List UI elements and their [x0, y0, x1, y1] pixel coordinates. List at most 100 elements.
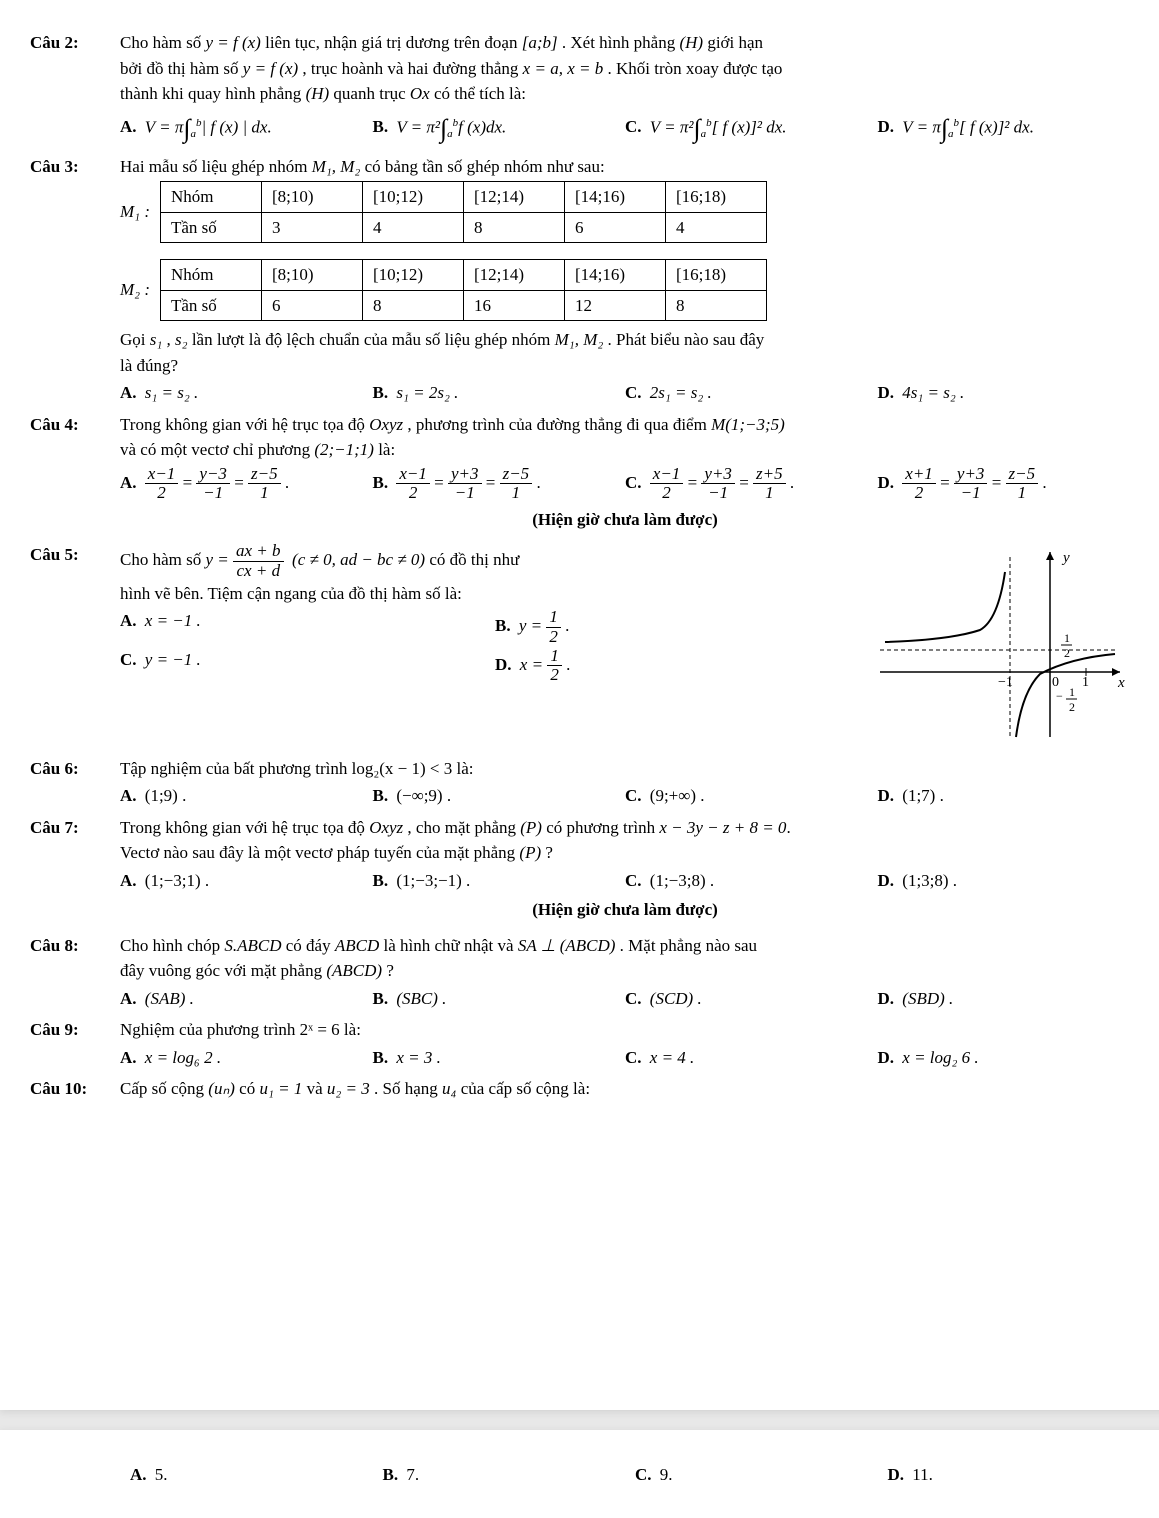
q8-t6: ? — [386, 961, 394, 980]
neg-half-n: 1 — [1069, 685, 1075, 699]
neg-half-d: 2 — [1069, 700, 1075, 714]
question-2: Câu 2: Cho hàm số y = f (x) liên tục, nh… — [30, 30, 1130, 148]
q4-t3: và có một vectơ chỉ phương — [120, 440, 314, 459]
q10-optC: C. 9. — [635, 1462, 888, 1488]
f-n: x+1 — [902, 465, 936, 485]
q6-label: Câu 6: — [30, 756, 120, 809]
q3-t1: Hai mẫu số liệu ghép nhóm — [120, 157, 312, 176]
q6-text: Tập nghiệm của bất phương trình log₂(x −… — [120, 759, 473, 778]
q3-m12: M₁, M₂ — [312, 157, 361, 176]
q2-t1: Cho hàm số — [120, 33, 205, 52]
q7-options: A. (1;−3;1) . B. (1;−3;−1) . C. (1;−3;8)… — [120, 868, 1130, 894]
q6-optC-text: (9;+∞) . — [650, 786, 705, 805]
cell: 4 — [666, 212, 767, 243]
q8-abcd: ABCD — [335, 936, 379, 955]
hdr-cell: [14;16) — [565, 260, 666, 291]
q2-optC: C. V = π²∫ab[ f (x)]² dx. — [625, 109, 878, 148]
q3-options: A. s₁ = s₂ . B. s₁ = 2s₂ . C. 2s₁ = s₂ .… — [120, 380, 1130, 406]
q8-body: Cho hình chóp S.ABCD có đáy ABCD là hình… — [120, 933, 1130, 1012]
q4-t4: là: — [378, 440, 395, 459]
q2-xaxb: x = a, x = b — [523, 59, 604, 78]
q7-label: Câu 7: — [30, 815, 120, 927]
q5-optD: D. x = 12 . — [495, 647, 870, 685]
q2-H1: (H) — [679, 33, 703, 52]
q4-optD: D. x+12 = y+3−1 = z−51 . — [878, 465, 1131, 503]
q3-t3c: . Phát biểu nào sau đây — [608, 330, 765, 349]
q4-optC: C. x−12 = y+3−1 = z+51 . — [625, 465, 878, 503]
f-n: y−3 — [196, 465, 230, 485]
x-axis-label: x — [1117, 675, 1125, 691]
q7-optA-text: (1;−3;1) . — [145, 871, 209, 890]
q10-un: (uₙ) — [208, 1079, 235, 1098]
q7-optC: C. (1;−3;8) . — [625, 868, 878, 894]
q4-t2: , phương trình của đường thẳng đi qua đi… — [407, 415, 711, 434]
q5-t3: hình vẽ bên. Tiệm cận ngang của đồ thị h… — [120, 584, 462, 603]
cell: 6 — [565, 212, 666, 243]
q10-u2: u₂ = 3 — [327, 1079, 370, 1098]
hdr-cell: Nhóm — [161, 182, 262, 213]
q3-table-M1: Nhóm [8;10) [10;12) [12;14) [14;16) [16;… — [160, 181, 767, 243]
q4-optB: B. x−12 = y+3−1 = z−51 . — [373, 465, 626, 503]
q8-optD: D. (SBD) . — [878, 986, 1131, 1012]
hdr-cell: [12;14) — [464, 260, 565, 291]
question-5: Câu 5: Cho hàm số y = ax + bcx + d (c ≠ … — [30, 542, 1130, 750]
q8-t5: đây vuông góc với mặt phẳng — [120, 961, 326, 980]
q7-optA: A. (1;−3;1) . — [120, 868, 373, 894]
q2-t4: giới hạn — [707, 33, 763, 52]
q6-options: A. (1;9) . B. (−∞;9) . C. (9;+∞) . D. (1… — [120, 783, 1130, 809]
q10-optA-text: 5. — [155, 1465, 168, 1484]
q2-t5: bởi đồ thị hàm số — [120, 59, 243, 78]
q4-M: M(1;−3;5) — [711, 415, 785, 434]
q6-optB: B. (−∞;9) . — [373, 783, 626, 809]
q9-optD: D. x = log₂ 6 . — [878, 1045, 1131, 1071]
q8-optC-text: (SCD) . — [650, 989, 702, 1008]
f-d: 1 — [248, 484, 281, 503]
q8-optB: B. (SBC) . — [373, 986, 626, 1012]
q9-optA: A. x = log₆ 2 . — [120, 1045, 373, 1071]
row-label: Tần số — [161, 290, 262, 321]
q2-ab: [a;b] — [522, 33, 558, 52]
q10-optB-text: 7. — [406, 1465, 419, 1484]
cell: 8 — [464, 212, 565, 243]
f-d: 2 — [902, 484, 936, 503]
hdr-cell: [10;12) — [363, 182, 464, 213]
q8-label: Câu 8: — [30, 933, 120, 1012]
q8-optB-text: (SBC) . — [396, 989, 446, 1008]
f-d: 2 — [650, 484, 684, 503]
q10-t3: . Số hạng — [374, 1079, 442, 1098]
q10-optD-text: 11. — [912, 1465, 933, 1484]
q3-t3b: lần lượt là độ lệch chuẩn của mẫu số liệ… — [192, 330, 555, 349]
q3-table2-row: M₂ : Nhóm [8;10) [10;12) [12;14) [14;16)… — [120, 257, 1130, 323]
q3-optB-text: s₁ = 2s₂ . — [396, 383, 458, 402]
f-d: −1 — [701, 484, 735, 503]
q5-optA-text: x = −1 . — [145, 611, 201, 630]
f-d: 1 — [753, 484, 786, 503]
half-n: 1 — [1064, 631, 1070, 645]
q5-optB-pre: y = — [519, 616, 547, 635]
q8-t3: là hình chữ nhật và — [383, 936, 517, 955]
q9-optB-text: x = 3 . — [396, 1048, 441, 1067]
q6-body: Tập nghiệm của bất phương trình log₂(x −… — [120, 756, 1130, 809]
q3-optC-text: 2s₁ = s₂ . — [650, 383, 712, 402]
f-d: −1 — [196, 484, 230, 503]
q3-t2: có bảng tần số ghép nhóm như sau: — [365, 157, 605, 176]
q10-t4: của cấp số cộng là: — [461, 1079, 590, 1098]
f-d: 2 — [547, 666, 562, 685]
q3-label: Câu 3: — [30, 154, 120, 406]
q5-graph: y x 0 −1 1 1 2 − 1 2 — [870, 542, 1130, 750]
question-6: Câu 6: Tập nghiệm của bất phương trình l… — [30, 756, 1130, 809]
q3-optD: D. 4s₁ = s₂ . — [878, 380, 1131, 406]
q3-desc: Gọi s₁ , s₂ lần lượt là độ lệch chuẩn củ… — [120, 327, 1130, 378]
hdr-cell: [8;10) — [262, 260, 363, 291]
q7-t3: có phương trình — [546, 818, 659, 837]
q3-body: Hai mẫu số liệu ghép nhóm M₁, M₂ có bảng… — [120, 154, 1130, 406]
q2-t2: liên tục, nhận giá trị dương trên đoạn — [265, 33, 522, 52]
q10-t2: có — [239, 1079, 259, 1098]
q7-body: Trong không gian với hệ trục tọa độ Oxyz… — [120, 815, 1130, 927]
q3-optC: C. 2s₁ = s₂ . — [625, 380, 878, 406]
f-d: −1 — [448, 484, 482, 503]
q7-optB-text: (1;−3;−1) . — [396, 871, 470, 890]
cell: 3 — [262, 212, 363, 243]
one-label: 1 — [1082, 675, 1089, 690]
q8-optD-text: (SBD) . — [902, 989, 953, 1008]
